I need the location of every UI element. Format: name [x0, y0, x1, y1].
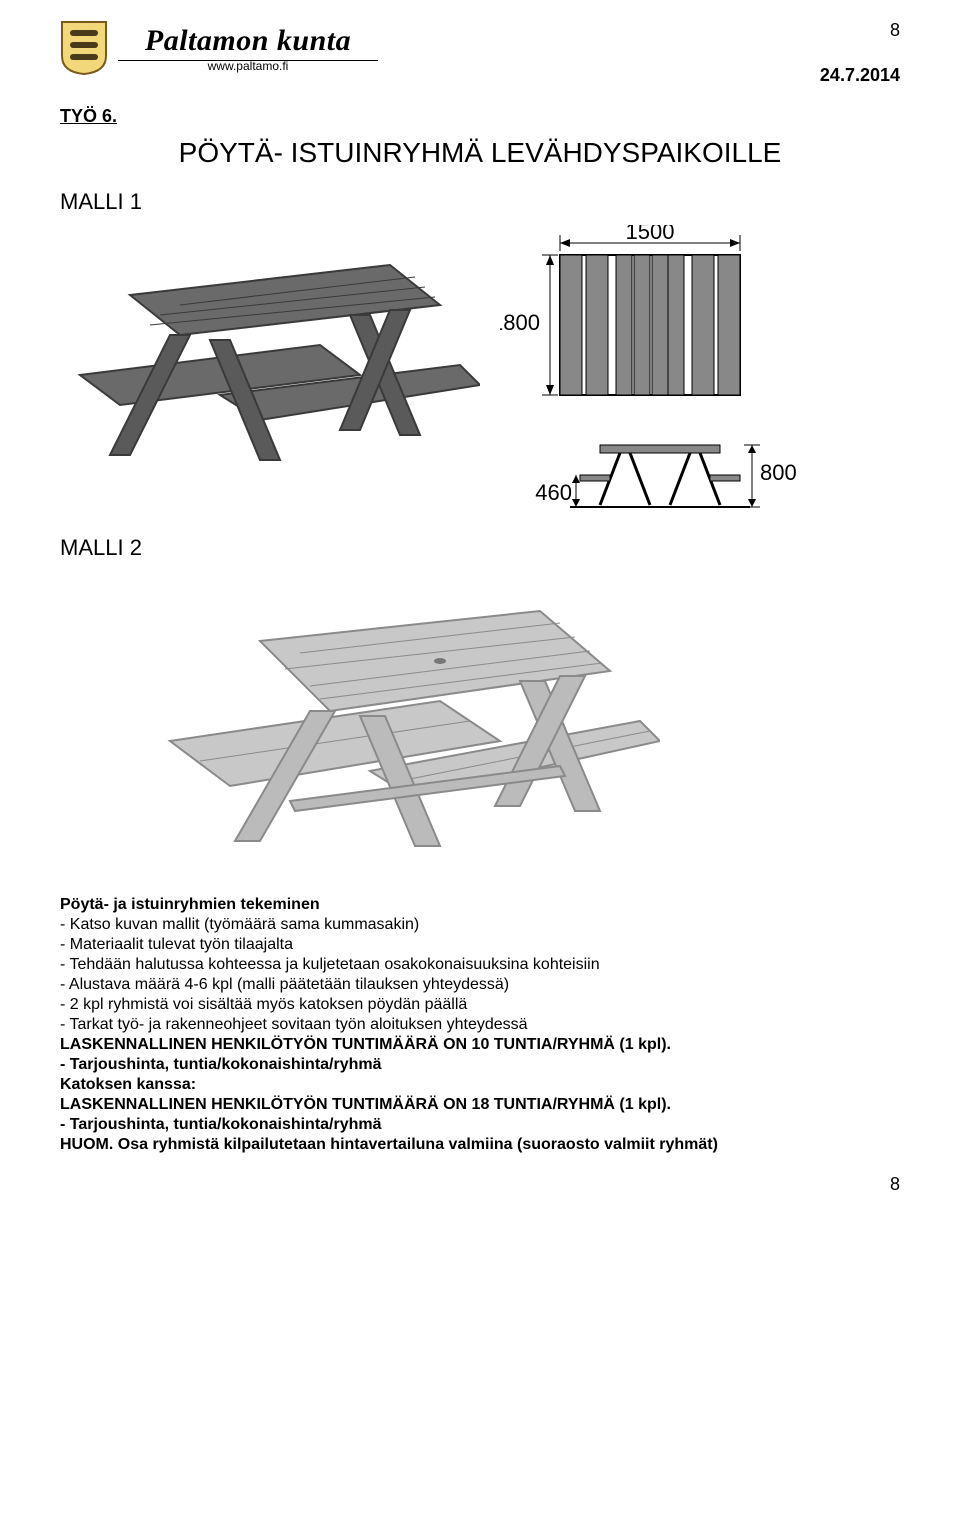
picnic-table-model2-icon [140, 571, 660, 871]
model2-label: MALLI 2 [60, 535, 900, 561]
document-header: Paltamon kunta www.paltamo.fi 8 24.7.201… [60, 20, 900, 86]
org-name: Paltamon kunta [145, 24, 351, 58]
bullet-line: - Alustava määrä 4-6 kpl (malli päätetää… [60, 976, 900, 994]
page-number-bottom: 8 [60, 1174, 900, 1195]
org-url: www.paltamo.fi [208, 59, 289, 73]
offer-line-1: - Tarjoushinta, tuntia/kokonaishinta/ryh… [60, 1056, 900, 1074]
top-view-dimension-icon: 1500 1800 [500, 225, 760, 405]
huom-line: HUOM. Osa ryhmistä kilpailutetaan hintav… [60, 1136, 900, 1154]
katoksen-heading: Katoksen kanssa: [60, 1076, 900, 1094]
logo-block: Paltamon kunta www.paltamo.fi [60, 20, 378, 76]
picnic-table-model1-icon [60, 225, 480, 485]
diagram-main-title: PÖYTÄ- ISTUINRYHMÄ LEVÄHDYSPAIKOILLE [60, 137, 900, 169]
dimensions-column: 1500 1800 [500, 225, 800, 525]
dim-width: 1500 [626, 225, 675, 244]
page-number-top: 8 [780, 20, 900, 41]
bullet-line: - 2 kpl ryhmistä voi sisältää myös katok… [60, 996, 900, 1014]
calc-line-2: LASKENNALLINEN HENKILÖTYÖN TUNTIMÄÄRÄ ON… [60, 1096, 900, 1114]
document-date: 24.7.2014 [780, 65, 900, 86]
diagram-area: PÖYTÄ- ISTUINRYHMÄ LEVÄHDYSPAIKOILLE MAL… [60, 137, 900, 876]
model1-row: 1500 1800 [60, 225, 900, 525]
crest-icon [60, 20, 108, 76]
dim-length: 1800 [500, 310, 540, 335]
wordmark: Paltamon kunta www.paltamo.fi [118, 24, 378, 73]
bullet-line: - Materiaalit tulevat työn tilaajalta [60, 936, 900, 954]
intro-line: Pöytä- ja istuinryhmien tekeminen [60, 896, 900, 914]
bullet-line: - Tehdään halutussa kohteessa ja kuljete… [60, 956, 900, 974]
header-right: 8 24.7.2014 [780, 20, 900, 86]
bullet-line: - Katso kuvan mallit (työmäärä sama kumm… [60, 916, 900, 934]
calc-line-1: LASKENNALLINEN HENKILÖTYÖN TUNTIMÄÄRÄ ON… [60, 1036, 900, 1054]
body-text: Pöytä- ja istuinryhmien tekeminen - Kats… [60, 896, 900, 1154]
side-view-dimension-icon: 460 800 [500, 425, 800, 525]
dim-total-height: 800 [760, 460, 797, 485]
dim-seat-height: 460 [535, 480, 572, 505]
offer-line-2: - Tarjoushinta, tuntia/kokonaishinta/ryh… [60, 1116, 900, 1134]
bullet-line: - Tarkat työ- ja rakenneohjeet sovitaan … [60, 1016, 900, 1034]
job-title: TYÖ 6. [60, 106, 900, 127]
model1-label: MALLI 1 [60, 189, 900, 215]
